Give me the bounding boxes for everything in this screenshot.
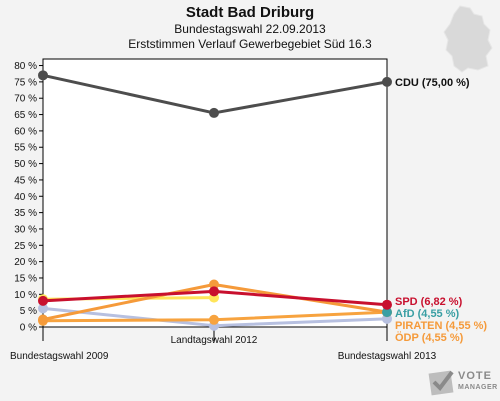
data-point-cdu bbox=[209, 107, 219, 118]
y-tick-label: 10 % bbox=[14, 290, 37, 301]
chart-subtitle-date: Bundestagswahl 22.09.2013 bbox=[174, 22, 326, 36]
data-point-piraten bbox=[209, 279, 219, 290]
y-tick-label: 0 % bbox=[20, 323, 37, 334]
chart-subtitle-district: Erststimmen Verlauf Gewerbegebiet Süd 16… bbox=[128, 37, 372, 51]
vote-manager-logo: VOTE MANAGER bbox=[428, 368, 498, 398]
checkmark-logo-icon bbox=[428, 370, 454, 396]
y-tick-label: 25 % bbox=[14, 241, 37, 252]
y-tick-label: 40 % bbox=[14, 192, 37, 203]
logo-text: VOTE MANAGER bbox=[458, 370, 498, 394]
y-tick-label: 50 % bbox=[14, 159, 37, 170]
data-point-cdu bbox=[38, 70, 48, 81]
x-tick-label: Bundestagswahl 2009 bbox=[10, 351, 109, 362]
chart-header: Stadt Bad Driburg Bundestagswahl 22.09.2… bbox=[0, 0, 500, 51]
series-end-label-cdu: CDU (75,00 %) bbox=[395, 77, 470, 89]
data-point-cdu bbox=[382, 76, 392, 87]
y-tick-label: 45 % bbox=[14, 175, 37, 186]
data-point-afd bbox=[382, 307, 392, 318]
y-tick-label: 55 % bbox=[14, 143, 37, 154]
logo-line2: MANAGER bbox=[458, 384, 498, 391]
y-tick-label: 15 % bbox=[14, 273, 37, 284]
data-point-spd bbox=[382, 299, 392, 310]
y-tick-label: 35 % bbox=[14, 208, 37, 219]
x-tick-label: Landtagswahl 2012 bbox=[171, 335, 258, 346]
series-end-label-spd: SPD (6,82 %) bbox=[395, 296, 463, 308]
series-end-label-piraten: PIRATEN (4,55 %) bbox=[395, 320, 487, 332]
y-tick-label: 20 % bbox=[14, 257, 37, 268]
data-point-piraten bbox=[38, 314, 48, 325]
y-tick-label: 60 % bbox=[14, 126, 37, 137]
y-tick-label: 80 % bbox=[14, 61, 37, 72]
x-tick-label: Bundestagswahl 2013 bbox=[338, 351, 437, 362]
series-end-label-afd: AfD (4,55 %) bbox=[395, 308, 460, 320]
data-point-spd bbox=[209, 286, 219, 297]
data-point-ödp bbox=[209, 314, 219, 325]
logo-line1: VOTE bbox=[458, 370, 492, 382]
chart-title: Stadt Bad Driburg bbox=[185, 4, 315, 21]
y-tick-label: 30 % bbox=[14, 224, 37, 235]
data-point-others bbox=[38, 303, 48, 314]
y-tick-label: 75 % bbox=[14, 77, 37, 88]
series-end-label-ödp: ÖDP (4,55 %) bbox=[395, 331, 464, 344]
germany-map-icon bbox=[443, 5, 493, 73]
data-point-spd bbox=[38, 295, 48, 306]
y-tick-label: 70 % bbox=[14, 94, 37, 105]
y-tick-label: 65 % bbox=[14, 110, 37, 121]
y-tick-label: 5 % bbox=[20, 306, 37, 317]
